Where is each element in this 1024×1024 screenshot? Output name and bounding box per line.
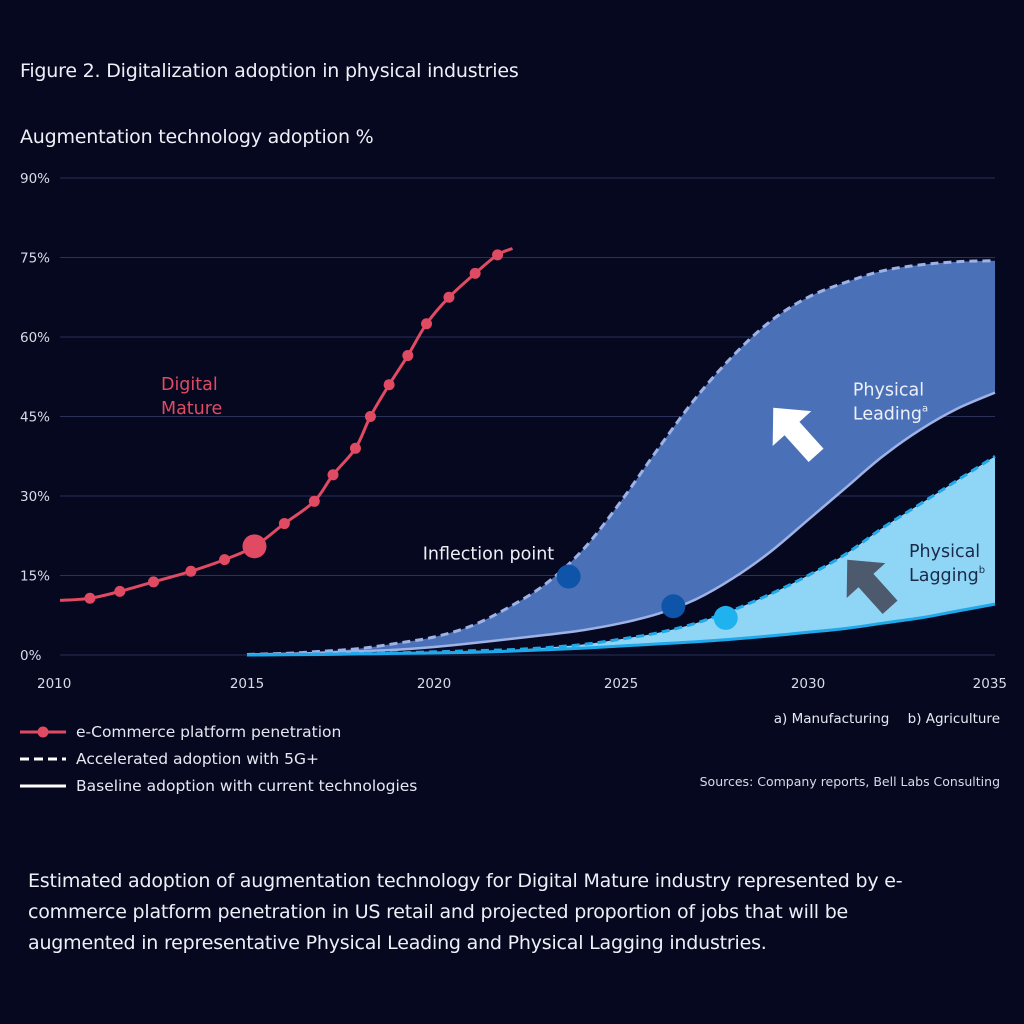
footnote-b: b) Agriculture — [907, 711, 1000, 727]
ecommerce-marker — [185, 565, 197, 577]
physical-leading-label: Physical — [853, 380, 924, 400]
physical-lagging-label: Laggingb — [909, 565, 985, 586]
legend-baseline-label: Baseline adoption with current technolog… — [76, 776, 418, 795]
figure-title: Figure 2. Digitalization adoption in phy… — [20, 60, 519, 82]
y-tick-label: 0% — [20, 648, 42, 664]
legend-accelerated-label: Accelerated adoption with 5G+ — [76, 749, 319, 768]
ecommerce-marker — [383, 379, 395, 391]
ecommerce-marker — [219, 554, 231, 566]
physical-leading-label: Leadinga — [853, 403, 928, 424]
inflection-point-leading-baseline — [661, 594, 686, 619]
tick-labels: 0% 15% 30% 45% 60% 75% 90% 2010 2015 2020 2025 2030… — [20, 171, 1007, 692]
y-tick-label: 60% — [20, 330, 50, 346]
direction-arrows — [772, 407, 898, 614]
x-tick-label: 2015 — [230, 676, 264, 692]
series-markers — [84, 249, 738, 630]
ecommerce-marker — [114, 585, 126, 597]
digital-mature-label: Mature — [161, 399, 222, 419]
legend-item-baseline: Baseline adoption with current technolog… — [20, 772, 417, 799]
physical-leading-area — [247, 260, 995, 655]
leading-arrow-icon — [772, 407, 824, 462]
legend-dashed-swatch — [20, 757, 66, 760]
areas — [247, 260, 995, 655]
ecommerce-marker — [402, 350, 414, 362]
physical-lagging-label: Physical — [909, 542, 980, 562]
ecommerce-marker — [349, 442, 361, 454]
legend-item-ecommerce: e-Commerce platform penetration — [20, 718, 417, 745]
inflection-point-leading — [556, 564, 581, 589]
ecommerce-marker — [492, 249, 504, 261]
lagging-arrow-icon — [846, 559, 898, 614]
ecommerce-marker — [84, 592, 96, 604]
y-tick-label: 90% — [20, 171, 50, 187]
physical-lagging-baseline-line — [246, 602, 996, 657]
inflection-point-lagging — [713, 605, 738, 630]
inflection-point-label: Inflection point — [423, 545, 555, 565]
sources: Sources: Company reports, Bell Labs Cons… — [699, 774, 1000, 789]
physical-leading-baseline-line — [246, 391, 996, 656]
y-tick-label: 30% — [20, 489, 50, 505]
legend-item-accelerated: Accelerated adoption with 5G+ — [20, 745, 417, 772]
physical-lagging-area — [247, 456, 995, 655]
legend-ecommerce-swatch — [20, 726, 66, 737]
footnotes: a) Manufacturing b) Agriculture — [760, 711, 1000, 727]
x-tick-label: 2035 — [973, 676, 1007, 692]
legend: e-Commerce platform penetration Accelera… — [20, 718, 417, 799]
legend-solid-swatch — [20, 784, 66, 787]
lagging-arrow-icon-shape — [846, 559, 898, 614]
physical-leading-accelerated-line — [246, 259, 996, 656]
y-axis-title: Augmentation technology adoption % — [20, 126, 374, 148]
y-tick-label: 15% — [20, 569, 50, 585]
ecommerce-marker — [364, 411, 376, 422]
ecommerce-marker — [148, 576, 159, 588]
ecommerce-marker — [308, 495, 320, 507]
ecommerce-marker — [469, 267, 481, 279]
annotations: Digital Mature Inflection point Physical Lea… — [161, 375, 985, 586]
y-tick-label: 45% — [20, 410, 50, 426]
y-tick-label: 75% — [20, 251, 50, 267]
ecommerce-marker — [443, 291, 455, 303]
physical-leading-superscript: a — [922, 403, 928, 414]
ecommerce-marker — [327, 469, 339, 481]
footnote-a: a) Manufacturing — [773, 711, 890, 727]
ecommerce-marker — [278, 518, 290, 530]
digital-mature-label: Digital — [161, 375, 218, 395]
x-tick-label: 2020 — [417, 676, 451, 692]
x-tick-label: 2010 — [37, 676, 71, 692]
physical-lagging-superscript: b — [979, 565, 985, 576]
ecommerce-highlight-marker — [242, 534, 267, 559]
ecommerce-marker — [421, 318, 433, 330]
leading-arrow-icon-shape — [772, 407, 824, 462]
caption: Estimated adoption of augmentation techn… — [28, 870, 903, 954]
legend-ecommerce-label: e-Commerce platform penetration — [76, 722, 342, 741]
x-tick-label: 2025 — [604, 676, 638, 692]
x-tick-label: 2030 — [791, 676, 825, 692]
